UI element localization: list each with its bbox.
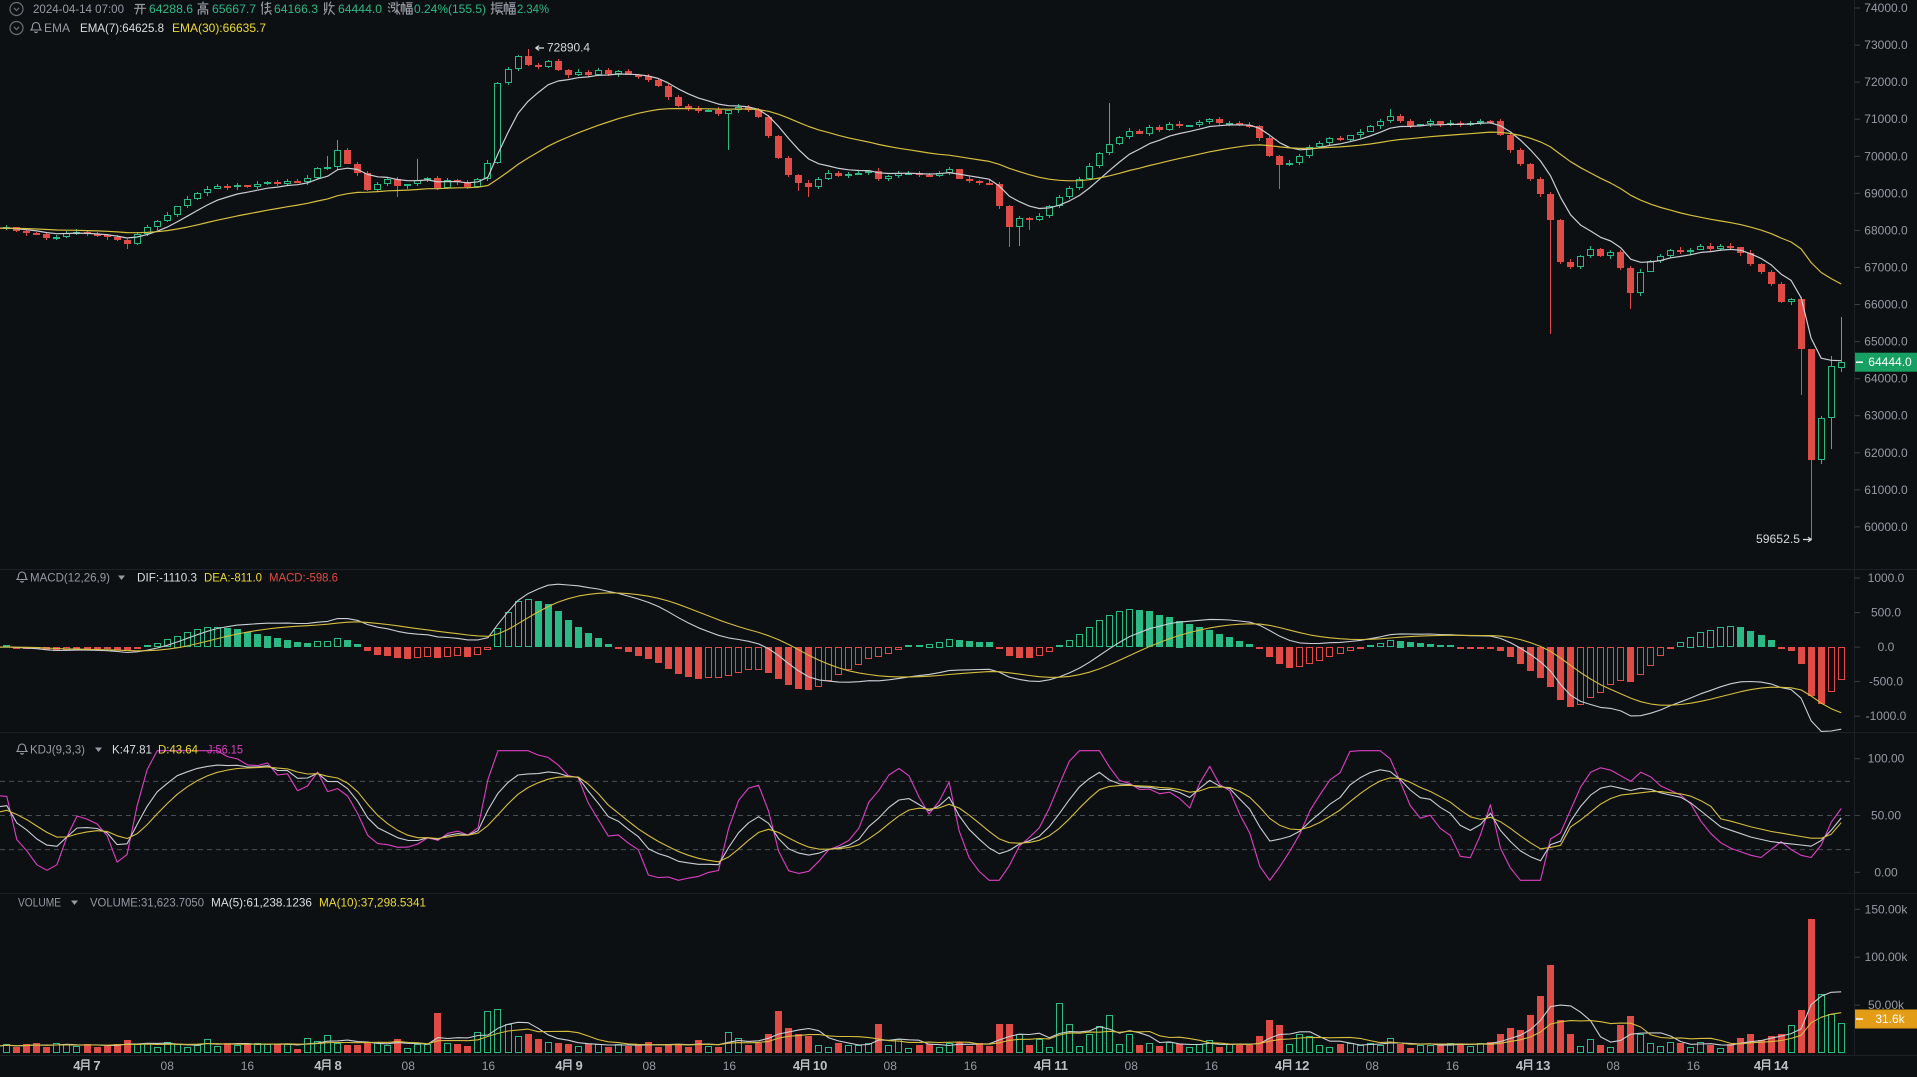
svg-text:08: 08 (402, 1059, 416, 1073)
svg-text:0.00: 0.00 (1874, 865, 1898, 879)
svg-text:70000.0: 70000.0 (1864, 149, 1908, 163)
svg-text:EMA: EMA (44, 21, 70, 35)
svg-text:-500.0: -500.0 (1869, 675, 1903, 689)
svg-text:14: 14 (1774, 1058, 1789, 1073)
svg-text:VOLUME: VOLUME (18, 896, 61, 910)
svg-text:61000.0: 61000.0 (1864, 483, 1908, 497)
svg-text:08: 08 (161, 1059, 175, 1073)
svg-text:10: 10 (813, 1058, 827, 1073)
svg-text:65000.0: 65000.0 (1864, 335, 1908, 349)
svg-text:8: 8 (334, 1058, 341, 1073)
svg-text:12: 12 (1295, 1058, 1309, 1073)
svg-text:68000.0: 68000.0 (1864, 223, 1908, 237)
svg-text:50.00: 50.00 (1871, 809, 1901, 823)
svg-text:4: 4 (1275, 1058, 1283, 1073)
svg-text:2024-04-14 07:00: 2024-04-14 07:00 (33, 2, 124, 16)
svg-text:K:47.81: K:47.81 (112, 743, 152, 757)
svg-text:100.00k: 100.00k (1865, 950, 1909, 964)
svg-text:4: 4 (314, 1058, 322, 1073)
svg-text:4: 4 (793, 1058, 801, 1073)
svg-text:16: 16 (241, 1059, 255, 1073)
svg-text:100.00: 100.00 (1868, 752, 1905, 766)
svg-text:16: 16 (964, 1059, 978, 1073)
svg-text:64444.0: 64444.0 (338, 2, 382, 16)
svg-text:69000.0: 69000.0 (1864, 186, 1908, 200)
svg-text:150.00k: 150.00k (1865, 902, 1909, 916)
svg-text:16: 16 (1687, 1059, 1701, 1073)
svg-text:DEA:-811.0: DEA:-811.0 (204, 571, 262, 585)
svg-text:4: 4 (1034, 1058, 1042, 1073)
svg-text:KDJ(9,3,3): KDJ(9,3,3) (30, 743, 85, 757)
svg-text:64444.0: 64444.0 (1868, 355, 1912, 369)
svg-text:65667.7: 65667.7 (212, 2, 256, 16)
svg-text:0.0: 0.0 (1878, 640, 1895, 654)
svg-text:VOLUME:31,623.7050: VOLUME:31,623.7050 (90, 896, 204, 910)
svg-text:EMA(7):64625.8: EMA(7):64625.8 (80, 21, 164, 35)
svg-text:4: 4 (1516, 1058, 1524, 1073)
svg-text:60000.0: 60000.0 (1864, 520, 1908, 534)
svg-text:71000.0: 71000.0 (1864, 112, 1908, 126)
svg-text:08: 08 (643, 1059, 657, 1073)
svg-text:73000.0: 73000.0 (1864, 38, 1908, 52)
svg-text:16: 16 (482, 1059, 496, 1073)
svg-text:72890.4: 72890.4 (547, 41, 590, 55)
svg-text:64000.0: 64000.0 (1864, 372, 1908, 386)
svg-text:J:56.15: J:56.15 (207, 743, 243, 757)
svg-text:31.6k: 31.6k (1875, 1012, 1905, 1026)
svg-text:67000.0: 67000.0 (1864, 261, 1908, 275)
svg-text:16: 16 (1205, 1059, 1219, 1073)
svg-text:08: 08 (1607, 1059, 1621, 1073)
svg-text:9: 9 (575, 1058, 582, 1073)
svg-text:7: 7 (93, 1058, 100, 1073)
svg-text:MA(10):37,298.5341: MA(10):37,298.5341 (319, 896, 426, 910)
svg-text:11: 11 (1054, 1058, 1068, 1073)
svg-text:64288.6: 64288.6 (149, 2, 193, 16)
svg-text:1000.0: 1000.0 (1868, 571, 1905, 585)
svg-text:D:43.64: D:43.64 (158, 743, 198, 757)
svg-text:0.24%(155.5): 0.24%(155.5) (414, 2, 486, 16)
svg-text:08: 08 (884, 1059, 898, 1073)
svg-text:500.0: 500.0 (1871, 606, 1901, 620)
svg-text:62000.0: 62000.0 (1864, 446, 1908, 460)
svg-text:2.34%: 2.34% (517, 2, 549, 16)
svg-text:13: 13 (1536, 1058, 1550, 1073)
svg-text:08: 08 (1366, 1059, 1380, 1073)
svg-text:MACD:-598.6: MACD:-598.6 (269, 571, 338, 585)
svg-text:63000.0: 63000.0 (1864, 409, 1908, 423)
svg-text:08: 08 (1125, 1059, 1139, 1073)
svg-text:4: 4 (73, 1058, 81, 1073)
svg-text:MACD(12,26,9): MACD(12,26,9) (30, 571, 110, 585)
svg-text:MA(5):61,238.1236: MA(5):61,238.1236 (211, 896, 312, 910)
svg-text:DIF:-1110.3: DIF:-1110.3 (137, 571, 197, 585)
svg-text:72000.0: 72000.0 (1864, 75, 1908, 89)
svg-text:66000.0: 66000.0 (1864, 298, 1908, 312)
svg-text:74000.0: 74000.0 (1864, 1, 1908, 15)
svg-text:50.00k: 50.00k (1868, 998, 1905, 1012)
svg-text:16: 16 (1446, 1059, 1460, 1073)
svg-text:64166.3: 64166.3 (274, 2, 318, 16)
svg-text:-1000.0: -1000.0 (1866, 709, 1907, 723)
svg-text:59652.5: 59652.5 (1756, 532, 1800, 546)
svg-text:EMA(30):66635.7: EMA(30):66635.7 (172, 21, 266, 35)
svg-text:16: 16 (723, 1059, 737, 1073)
svg-text:4: 4 (1754, 1058, 1762, 1073)
svg-text:4: 4 (555, 1058, 563, 1073)
